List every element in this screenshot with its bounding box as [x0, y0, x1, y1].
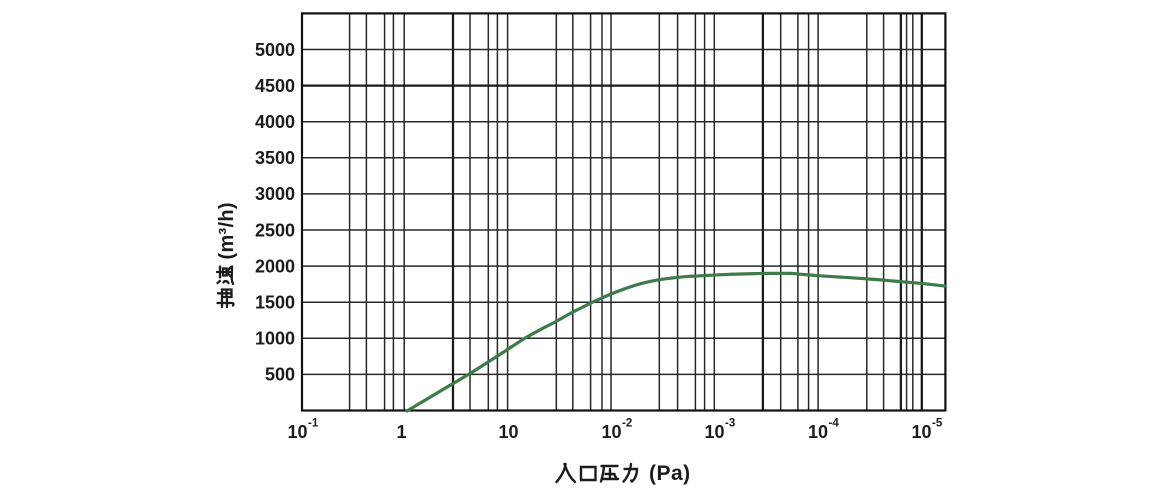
svg-text:1: 1	[397, 422, 407, 442]
svg-text:4000: 4000	[255, 112, 295, 132]
svg-text:10: 10	[912, 422, 932, 442]
svg-text:(m³/h): (m³/h)	[216, 202, 238, 259]
svg-text:3500: 3500	[255, 148, 295, 168]
svg-text:10: 10	[499, 422, 519, 442]
svg-text:5000: 5000	[255, 40, 295, 60]
svg-text:1000: 1000	[255, 329, 295, 349]
svg-text:10: 10	[288, 422, 308, 442]
svg-text:10: 10	[602, 422, 622, 442]
svg-text:1500: 1500	[255, 293, 295, 313]
svg-text:-2: -2	[622, 418, 632, 430]
svg-text:-3: -3	[725, 418, 735, 430]
svg-text:3000: 3000	[255, 184, 295, 204]
svg-text:-5: -5	[932, 418, 943, 430]
svg-text:2000: 2000	[255, 256, 295, 276]
svg-text:(Pa): (Pa)	[649, 462, 691, 485]
svg-text:-1: -1	[308, 418, 319, 430]
svg-text:4500: 4500	[255, 76, 295, 96]
svg-text:-4: -4	[829, 418, 840, 430]
svg-text:10: 10	[705, 422, 725, 442]
svg-text:2500: 2500	[255, 220, 295, 240]
svg-text:500: 500	[265, 365, 295, 385]
svg-text:10: 10	[808, 422, 828, 442]
